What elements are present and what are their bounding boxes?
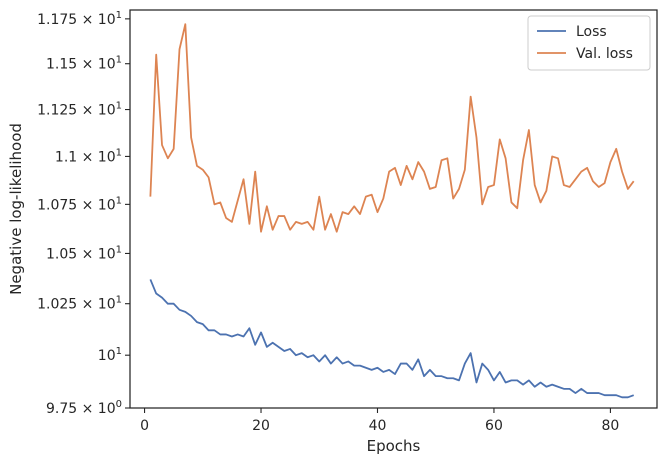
y-tick-label: 101 — [98, 346, 122, 364]
y-tick-label: 1.1 × 101 — [55, 147, 122, 165]
x-tick-label: 20 — [252, 418, 270, 434]
y-tick-label: 1.125 × 101 — [37, 101, 122, 119]
y-axis-label: Negative log-likelihood — [7, 123, 25, 295]
y-tick-label: 1.05 × 101 — [46, 244, 122, 262]
series-line-loss — [149, 279, 635, 399]
x-tick-label: 40 — [369, 418, 387, 434]
series-layer — [149, 23, 635, 399]
x-tick-label: 0 — [140, 418, 149, 434]
x-axis: 0 20 40 60 80 — [140, 408, 619, 434]
series-line-val-loss — [149, 23, 635, 233]
x-tick-label: 60 — [485, 418, 503, 434]
y-tick-label: 1.025 × 101 — [37, 295, 122, 313]
y-tick-label: 9.75 × 100 — [46, 399, 122, 417]
legend-label-val-loss: Val. loss — [576, 46, 633, 62]
y-tick-label: 1.15 × 101 — [46, 55, 122, 73]
legend-box — [527, 15, 651, 71]
plot-frame — [129, 9, 658, 409]
y-axis: 9.75 × 100 101 1.025 × 101 1.05 × 101 1.075 … — [37, 10, 130, 417]
x-tick-label: 80 — [602, 418, 620, 434]
legend-label-loss: Loss — [576, 24, 607, 40]
y-tick-label: 1.075 × 101 — [37, 195, 122, 213]
y-tick-label: 1.175 × 101 — [37, 10, 122, 28]
legend: Loss Val. loss — [527, 15, 651, 71]
x-axis-label: Epochs — [367, 437, 421, 455]
